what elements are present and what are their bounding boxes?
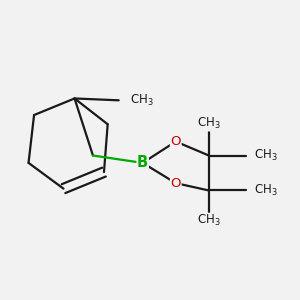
Text: O: O	[170, 177, 181, 190]
Text: CH$_3$: CH$_3$	[254, 148, 278, 163]
Text: O: O	[170, 135, 181, 148]
Text: CH$_3$: CH$_3$	[130, 93, 153, 108]
Text: B: B	[137, 155, 148, 170]
Text: CH$_3$: CH$_3$	[197, 213, 221, 228]
Text: CH$_3$: CH$_3$	[254, 183, 278, 198]
Text: CH$_3$: CH$_3$	[197, 116, 221, 131]
